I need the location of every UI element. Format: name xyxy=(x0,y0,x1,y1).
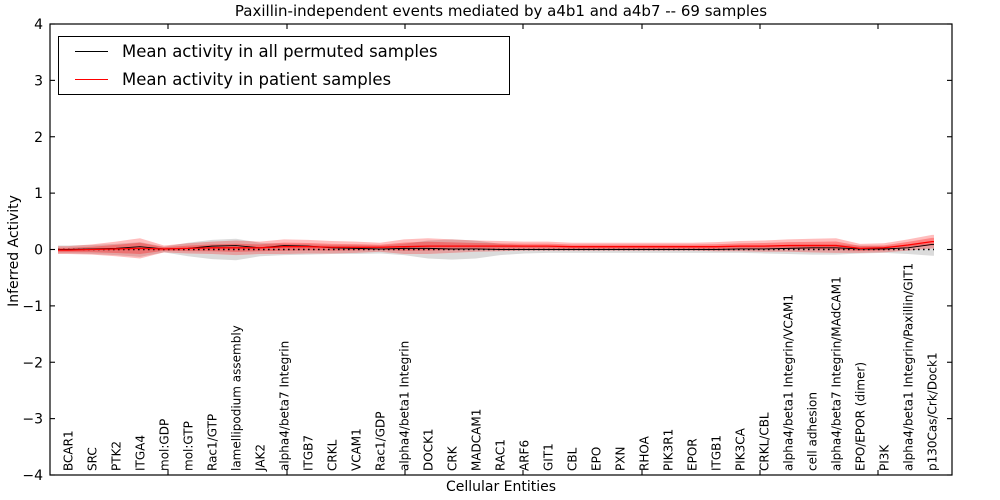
x-category-label: EPOR xyxy=(686,438,700,471)
x-category-label: VCAM1 xyxy=(350,428,364,471)
x-category-label: alpha4/beta7 Integrin xyxy=(278,341,292,471)
x-category-label: PXN xyxy=(614,447,628,471)
y-tick-label: 3 xyxy=(34,73,43,89)
y-tick-label: 2 xyxy=(34,130,43,146)
x-axis-label: Cellular Entities xyxy=(445,479,557,495)
x-category-label: PIK3CA xyxy=(734,427,748,471)
x-category-label: SRC xyxy=(86,447,100,471)
y-tick-label: −1 xyxy=(22,299,43,315)
legend-entry-permuted: Mean activity in all permuted samples xyxy=(59,39,509,65)
x-category-label: alpha4/beta1 Integrin/VCAM1 xyxy=(782,294,796,471)
legend: Mean activity in all permuted samples Me… xyxy=(58,36,510,95)
x-category-label: p130Cas/Crk/Dock1 xyxy=(926,352,940,471)
y-tick-label: −4 xyxy=(22,468,43,484)
x-category-label: PI3K xyxy=(878,444,892,471)
x-category-label: ITGB7 xyxy=(302,435,316,471)
x-category-label: mol:GDP xyxy=(158,419,172,471)
x-category-label: ITGB1 xyxy=(710,435,724,471)
x-category-label: ARF6 xyxy=(518,440,532,471)
chart-title: Paxillin-independent events mediated by … xyxy=(234,2,768,20)
legend-entry-patient: Mean activity in patient samples xyxy=(59,66,509,92)
x-category-label: Rac1/GDP xyxy=(374,412,388,471)
y-tick-label: −3 xyxy=(22,412,43,428)
x-category-label: CRKL xyxy=(326,439,340,471)
x-category-label: RAC1 xyxy=(494,439,508,471)
x-category-label: EPO/EPOR (dimer) xyxy=(854,362,868,471)
y-tick-label: −2 xyxy=(22,355,43,371)
line-patient-mean xyxy=(58,240,934,251)
x-category-label: MADCAM1 xyxy=(470,409,484,471)
x-category-label: PTK2 xyxy=(110,441,124,471)
legend-line-sample-black xyxy=(75,51,108,53)
x-category-label: GIT1 xyxy=(542,443,556,471)
legend-label-permuted: Mean activity in all permuted samples xyxy=(122,42,438,62)
x-category-label: Rac1/GTP xyxy=(206,414,220,471)
x-category-label: EPO xyxy=(590,447,604,471)
x-category-label: mol:GTP xyxy=(182,421,196,471)
x-category-label: ITGA4 xyxy=(134,435,148,471)
x-category-label: RHOA xyxy=(638,435,652,471)
x-category-label: CRK xyxy=(446,445,460,471)
x-category-label: alpha4/beta7 Integrin/MAdCAM1 xyxy=(830,276,844,471)
y-tick-label: 4 xyxy=(34,17,43,33)
x-category-label: CBL xyxy=(566,447,580,471)
x-category-label: DOCK1 xyxy=(422,428,436,471)
x-category-label: lamellipodium assembly xyxy=(230,325,244,471)
x-category-label: alpha4/beta1 Integrin/Paxillin/GIT1 xyxy=(902,263,916,471)
legend-label-patient: Mean activity in patient samples xyxy=(122,69,392,89)
legend-line-sample-red xyxy=(75,78,108,80)
x-category-label: JAK2 xyxy=(254,444,268,472)
y-tick-label: 0 xyxy=(34,243,43,259)
x-category-label: cell adhesion xyxy=(806,392,820,471)
x-category-label: BCAR1 xyxy=(62,430,76,471)
x-category-label: PIK3R1 xyxy=(662,429,676,471)
y-tick-label: 1 xyxy=(34,186,43,202)
x-category-label: alpha4/beta1 Integrin xyxy=(398,341,412,471)
x-category-label: CRKL/CBL xyxy=(758,412,772,471)
y-axis-label: Inferred Activity xyxy=(6,195,22,307)
